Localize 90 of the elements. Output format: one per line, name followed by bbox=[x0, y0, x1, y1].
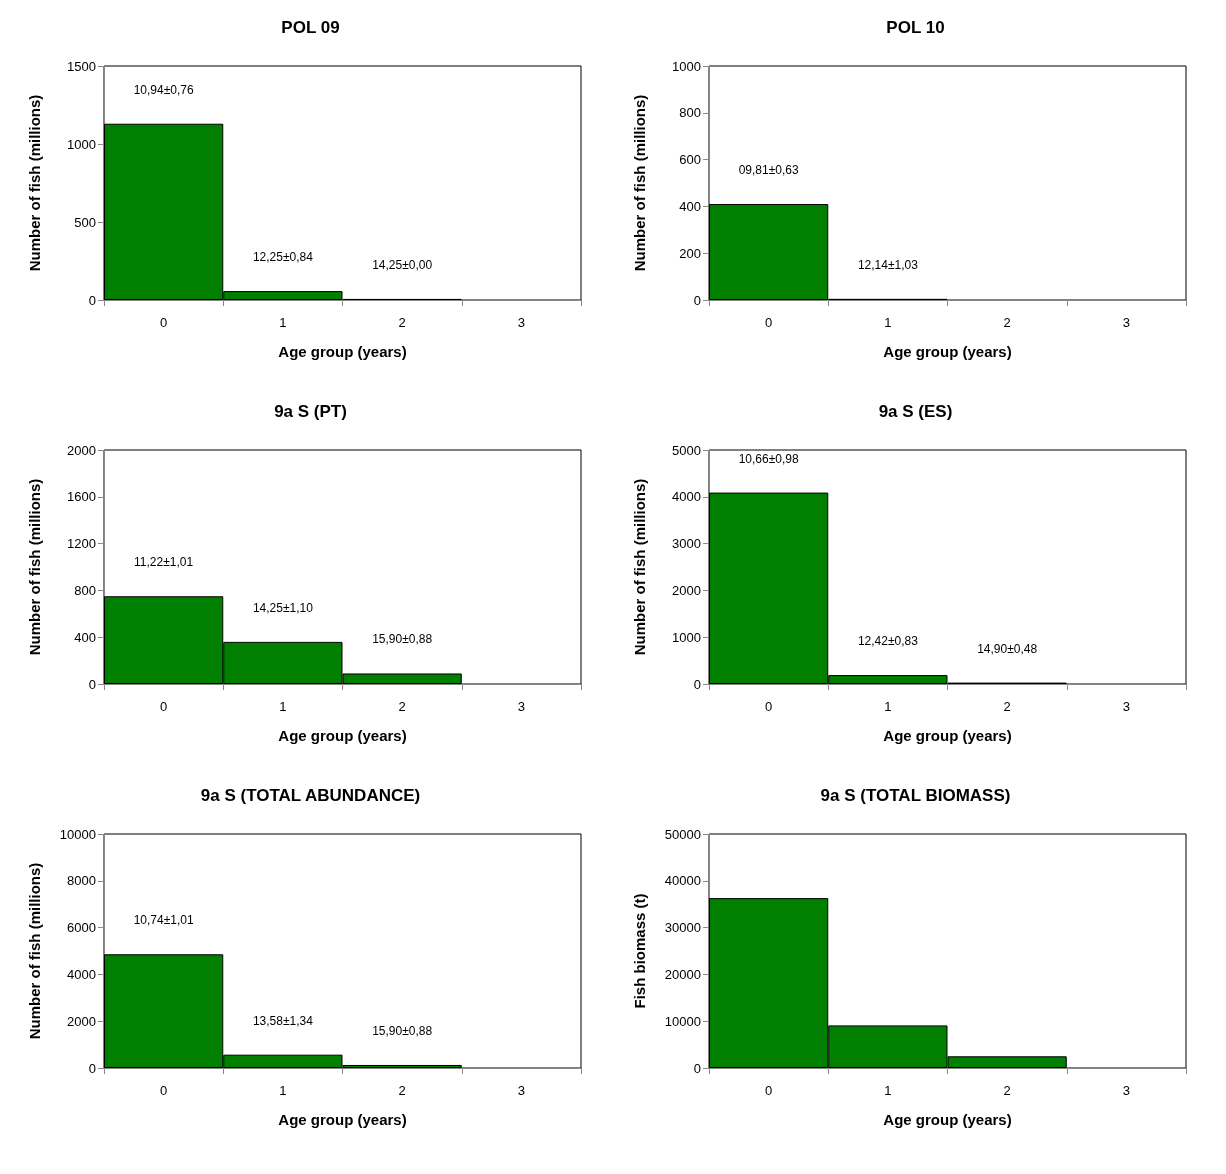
y-axis-title: Number of fish (millions) bbox=[26, 862, 43, 1040]
y-tick-label: 0 bbox=[693, 1060, 701, 1076]
annotation: 10,66±0,98 bbox=[738, 451, 799, 466]
x-tick-label: 2 bbox=[398, 315, 406, 330]
y-tick-label: 1200 bbox=[67, 536, 96, 552]
x-tick-label: 1 bbox=[279, 315, 287, 330]
x-axis-title: Age group (years) bbox=[278, 1111, 407, 1128]
y-tick-label: 0 bbox=[88, 292, 96, 308]
y-axis-title: Number of fish (millions) bbox=[631, 478, 648, 656]
x-tick-label: 2 bbox=[398, 699, 406, 714]
x-axis-title: Age group (years) bbox=[883, 727, 1012, 744]
chart-title: 9a S (ES) bbox=[878, 402, 953, 421]
annotation: 14,25±0,00 bbox=[372, 257, 433, 272]
y-tick-label: 2000 bbox=[672, 582, 701, 598]
y-tick-label: 1500 bbox=[67, 58, 96, 74]
y-tick-label: 0 bbox=[88, 676, 96, 692]
x-tick-label: 0 bbox=[160, 699, 168, 714]
y-tick-label: 1000 bbox=[672, 629, 701, 645]
x-axis-title: Age group (years) bbox=[278, 343, 407, 360]
annotation: 12,25±0,84 bbox=[252, 250, 314, 265]
y-tick-label: 400 bbox=[679, 198, 701, 214]
x-tick-label: 0 bbox=[765, 699, 773, 714]
y-tick-label: 400 bbox=[74, 629, 96, 645]
y-tick-label: 0 bbox=[88, 1060, 96, 1076]
annotation: 14,25±1,10 bbox=[252, 600, 314, 615]
chart-title: 9a S (TOTAL BIOMASS) bbox=[820, 786, 1011, 805]
x-tick-label: 1 bbox=[279, 699, 287, 714]
y-tick-label: 3000 bbox=[672, 536, 701, 552]
y-tick-label: 0 bbox=[693, 676, 701, 692]
y-tick-label: 1600 bbox=[67, 489, 96, 505]
y-tick-label: 200 bbox=[679, 245, 701, 261]
x-tick-label: 0 bbox=[765, 315, 773, 330]
chart-title: POL 09 bbox=[281, 18, 340, 37]
y-tick-label: 10000 bbox=[59, 826, 96, 842]
y-tick-label: 4000 bbox=[67, 966, 96, 982]
annotation: 12,42±0,83 bbox=[857, 634, 919, 649]
y-tick-label: 800 bbox=[74, 582, 96, 598]
y-axis-title: Fish biomass (t) bbox=[631, 893, 648, 1009]
y-tick-label: 40000 bbox=[664, 873, 701, 889]
annotation: 10,94±0,76 bbox=[133, 82, 194, 97]
y-tick-label: 6000 bbox=[67, 920, 96, 936]
chart-title: 9a S (TOTAL ABUNDANCE) bbox=[200, 786, 421, 805]
y-tick-label: 500 bbox=[74, 214, 96, 230]
y-axis-title: Number of fish (millions) bbox=[26, 478, 43, 656]
x-axis-title: Age group (years) bbox=[278, 727, 407, 744]
annotation: 15,90±0,88 bbox=[372, 1023, 433, 1038]
x-tick-label: 0 bbox=[160, 1083, 168, 1098]
x-tick-label: 3 bbox=[1122, 315, 1130, 330]
x-axis-title: Age group (years) bbox=[883, 1111, 1012, 1128]
x-tick-label: 3 bbox=[1122, 1083, 1130, 1098]
y-tick-label: 8000 bbox=[67, 873, 96, 889]
x-tick-label: 1 bbox=[884, 315, 892, 330]
x-tick-label: 2 bbox=[1003, 315, 1011, 330]
annotation: 13,58±1,34 bbox=[252, 1013, 314, 1028]
annotation: 12,14±1,03 bbox=[857, 257, 919, 272]
annotation: 10,74±1,01 bbox=[133, 913, 194, 928]
y-tick-label: 1000 bbox=[672, 58, 701, 74]
y-tick-label: 2000 bbox=[67, 1013, 96, 1029]
y-tick-label: 30000 bbox=[664, 920, 701, 936]
x-tick-label: 3 bbox=[517, 1083, 525, 1098]
chart-title: POL 10 bbox=[886, 18, 945, 37]
y-tick-label: 600 bbox=[679, 152, 701, 168]
x-axis-title: Age group (years) bbox=[883, 343, 1012, 360]
y-tick-label: 4000 bbox=[672, 489, 701, 505]
y-tick-label: 2000 bbox=[67, 442, 96, 458]
y-axis-title: Number of fish (millions) bbox=[26, 94, 43, 272]
x-tick-label: 3 bbox=[517, 315, 525, 330]
x-tick-label: 3 bbox=[517, 699, 525, 714]
x-tick-label: 0 bbox=[160, 315, 168, 330]
annotation: 15,90±0,88 bbox=[372, 632, 433, 647]
x-tick-label: 1 bbox=[279, 1083, 287, 1098]
y-tick-label: 50000 bbox=[664, 826, 701, 842]
annotation: 11,22±1,01 bbox=[134, 555, 194, 570]
annotation: 09,81±0,63 bbox=[738, 163, 799, 178]
y-tick-label: 1000 bbox=[67, 136, 96, 152]
x-tick-label: 1 bbox=[884, 1083, 892, 1098]
y-tick-label: 5000 bbox=[672, 442, 701, 458]
chart-title: 9a S (PT) bbox=[274, 402, 347, 421]
y-tick-label: 0 bbox=[693, 292, 701, 308]
y-tick-label: 20000 bbox=[664, 966, 701, 982]
annotation: 14,90±0,48 bbox=[977, 641, 1038, 656]
y-axis-title: Number of fish (millions) bbox=[631, 94, 648, 272]
x-tick-label: 2 bbox=[1003, 699, 1011, 714]
x-tick-label: 1 bbox=[884, 699, 892, 714]
y-tick-label: 800 bbox=[679, 105, 701, 121]
x-tick-label: 3 bbox=[1122, 699, 1130, 714]
y-tick-label: 10000 bbox=[664, 1013, 701, 1029]
x-tick-label: 2 bbox=[1003, 1083, 1011, 1098]
x-tick-label: 2 bbox=[398, 1083, 406, 1098]
x-tick-label: 0 bbox=[765, 1083, 773, 1098]
